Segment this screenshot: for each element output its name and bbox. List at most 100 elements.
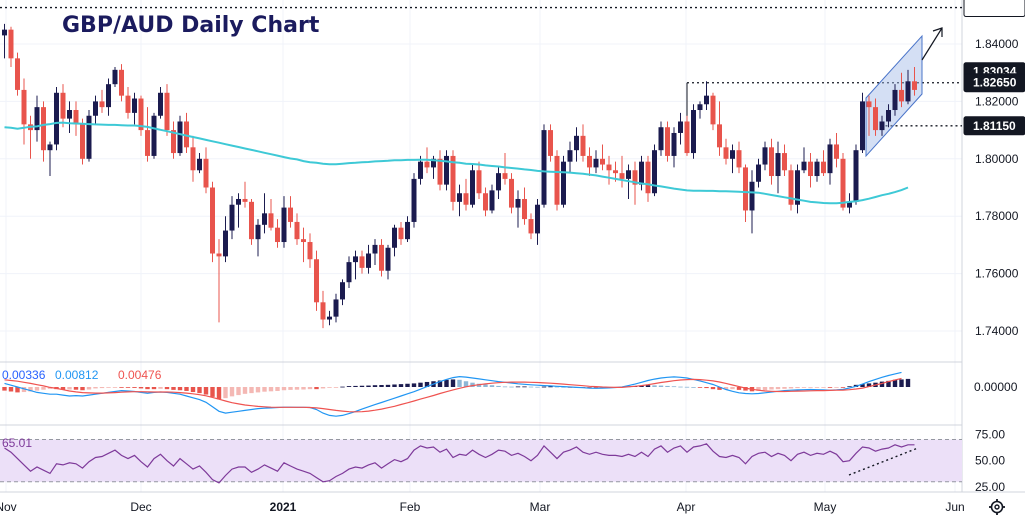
candle-body [606, 164, 612, 171]
macd-histogram-bar [106, 387, 111, 388]
macd-histogram-bar [99, 387, 105, 389]
macd-histogram-bar [782, 387, 787, 389]
macd-histogram-bar [509, 386, 514, 388]
candle-body [684, 121, 690, 154]
macd-histogram-bar [184, 387, 189, 391]
candle-body [392, 227, 397, 248]
candle-body [808, 161, 813, 177]
candle-body [255, 224, 261, 240]
candle-body [639, 161, 644, 185]
candle-body [782, 153, 787, 171]
macd-histogram-bar [125, 387, 131, 388]
price-tag-box [963, 116, 1025, 136]
candle-body [307, 242, 313, 260]
candle-body [210, 187, 215, 254]
candle-body [528, 219, 534, 234]
macd-histogram-bar [496, 385, 501, 387]
macd-histogram-bar [242, 387, 248, 394]
macd-histogram-bar [28, 387, 33, 392]
macd-histogram-bar [353, 385, 358, 387]
candle-body [509, 178, 514, 208]
candle-body [892, 89, 898, 111]
macd-histogram-bar [671, 386, 677, 388]
candle-body [736, 150, 742, 168]
candle-body [106, 84, 111, 108]
macd-histogram-bar [340, 386, 345, 388]
candle-body [301, 239, 306, 243]
candle-body [665, 127, 670, 156]
macd-histogram-bar [21, 387, 27, 393]
macd-histogram-bar [775, 387, 781, 390]
candle-body [132, 98, 137, 113]
candle-body [437, 158, 443, 185]
macd-histogram-bar [366, 385, 371, 387]
macd-value-label: 0.00336 [2, 368, 46, 382]
candle-body [333, 299, 339, 317]
macd-histogram-bar [489, 385, 495, 387]
macd-histogram-bar [652, 385, 657, 387]
candle-body [93, 101, 98, 116]
candle-body [593, 158, 599, 168]
candle-body [860, 101, 865, 151]
macd-histogram-bar [528, 386, 534, 388]
macd-histogram-bar [834, 387, 839, 388]
candle-body [814, 161, 820, 177]
candle-body [242, 198, 248, 202]
macd-panel: 0.00336 0.00812 0.00476 0.00000 [2, 368, 1018, 417]
macd-histogram-bar [892, 379, 898, 387]
macd-histogram-bar [138, 387, 144, 389]
candle-body [463, 193, 469, 205]
macd-histogram-bar [60, 387, 66, 390]
macd-histogram-bar [717, 387, 722, 390]
macd-histogram-bar [288, 387, 293, 390]
candle-body [385, 247, 391, 271]
y-tick-label: 1.80000 [975, 152, 1019, 166]
y-tick-label: 1.82000 [975, 94, 1019, 108]
candle-body [535, 204, 540, 234]
x-tick-label: Dec [130, 500, 151, 514]
candle-body [775, 153, 781, 177]
candle-body [99, 101, 105, 108]
rsi-value-label: 65.01 [2, 436, 32, 450]
macd-histogram-bar [164, 387, 170, 390]
macd-histogram-bar [665, 385, 670, 387]
rsi-tick-label: 50.00 [975, 454, 1005, 468]
candle-body [151, 115, 157, 156]
macd-histogram-bar [756, 387, 761, 391]
macd-histogram-bar [80, 387, 85, 391]
macd-histogram-bar [457, 379, 462, 387]
macd-histogram-bar [418, 382, 423, 387]
candle-body [671, 132, 677, 156]
macd-value-label: 0.00476 [118, 368, 162, 382]
candle-body [54, 92, 59, 145]
candle-body [41, 107, 46, 151]
gear-icon[interactable] [989, 499, 1005, 515]
candle-body [411, 178, 417, 222]
macd-histogram-bar [697, 387, 703, 388]
candle-body [502, 173, 508, 179]
macd-histogram-bar [223, 387, 228, 399]
candle-body [379, 244, 384, 271]
macd-histogram-bar [216, 387, 222, 400]
macd-histogram-bar [8, 387, 14, 392]
candle-body [762, 147, 768, 165]
candle-body [483, 193, 488, 211]
price-tag-label: 1.85270 [973, 1, 1017, 15]
macd-histogram-bar [515, 386, 521, 388]
candle-body [853, 150, 859, 202]
moving-average-line [4, 121, 909, 205]
x-tick-label: Mar [530, 500, 551, 514]
candle-body [723, 147, 729, 159]
candle-body [372, 244, 378, 254]
candle-body [769, 147, 774, 177]
candle-body [652, 150, 657, 194]
price-tag-box [963, 73, 1025, 93]
candle-body [567, 150, 573, 162]
candle-body [840, 158, 846, 208]
x-tick-label: 2021 [270, 500, 297, 514]
price-tag: 1.85270 [963, 0, 1025, 18]
candle-body [886, 110, 891, 122]
macd-histogram-bar [281, 387, 287, 391]
